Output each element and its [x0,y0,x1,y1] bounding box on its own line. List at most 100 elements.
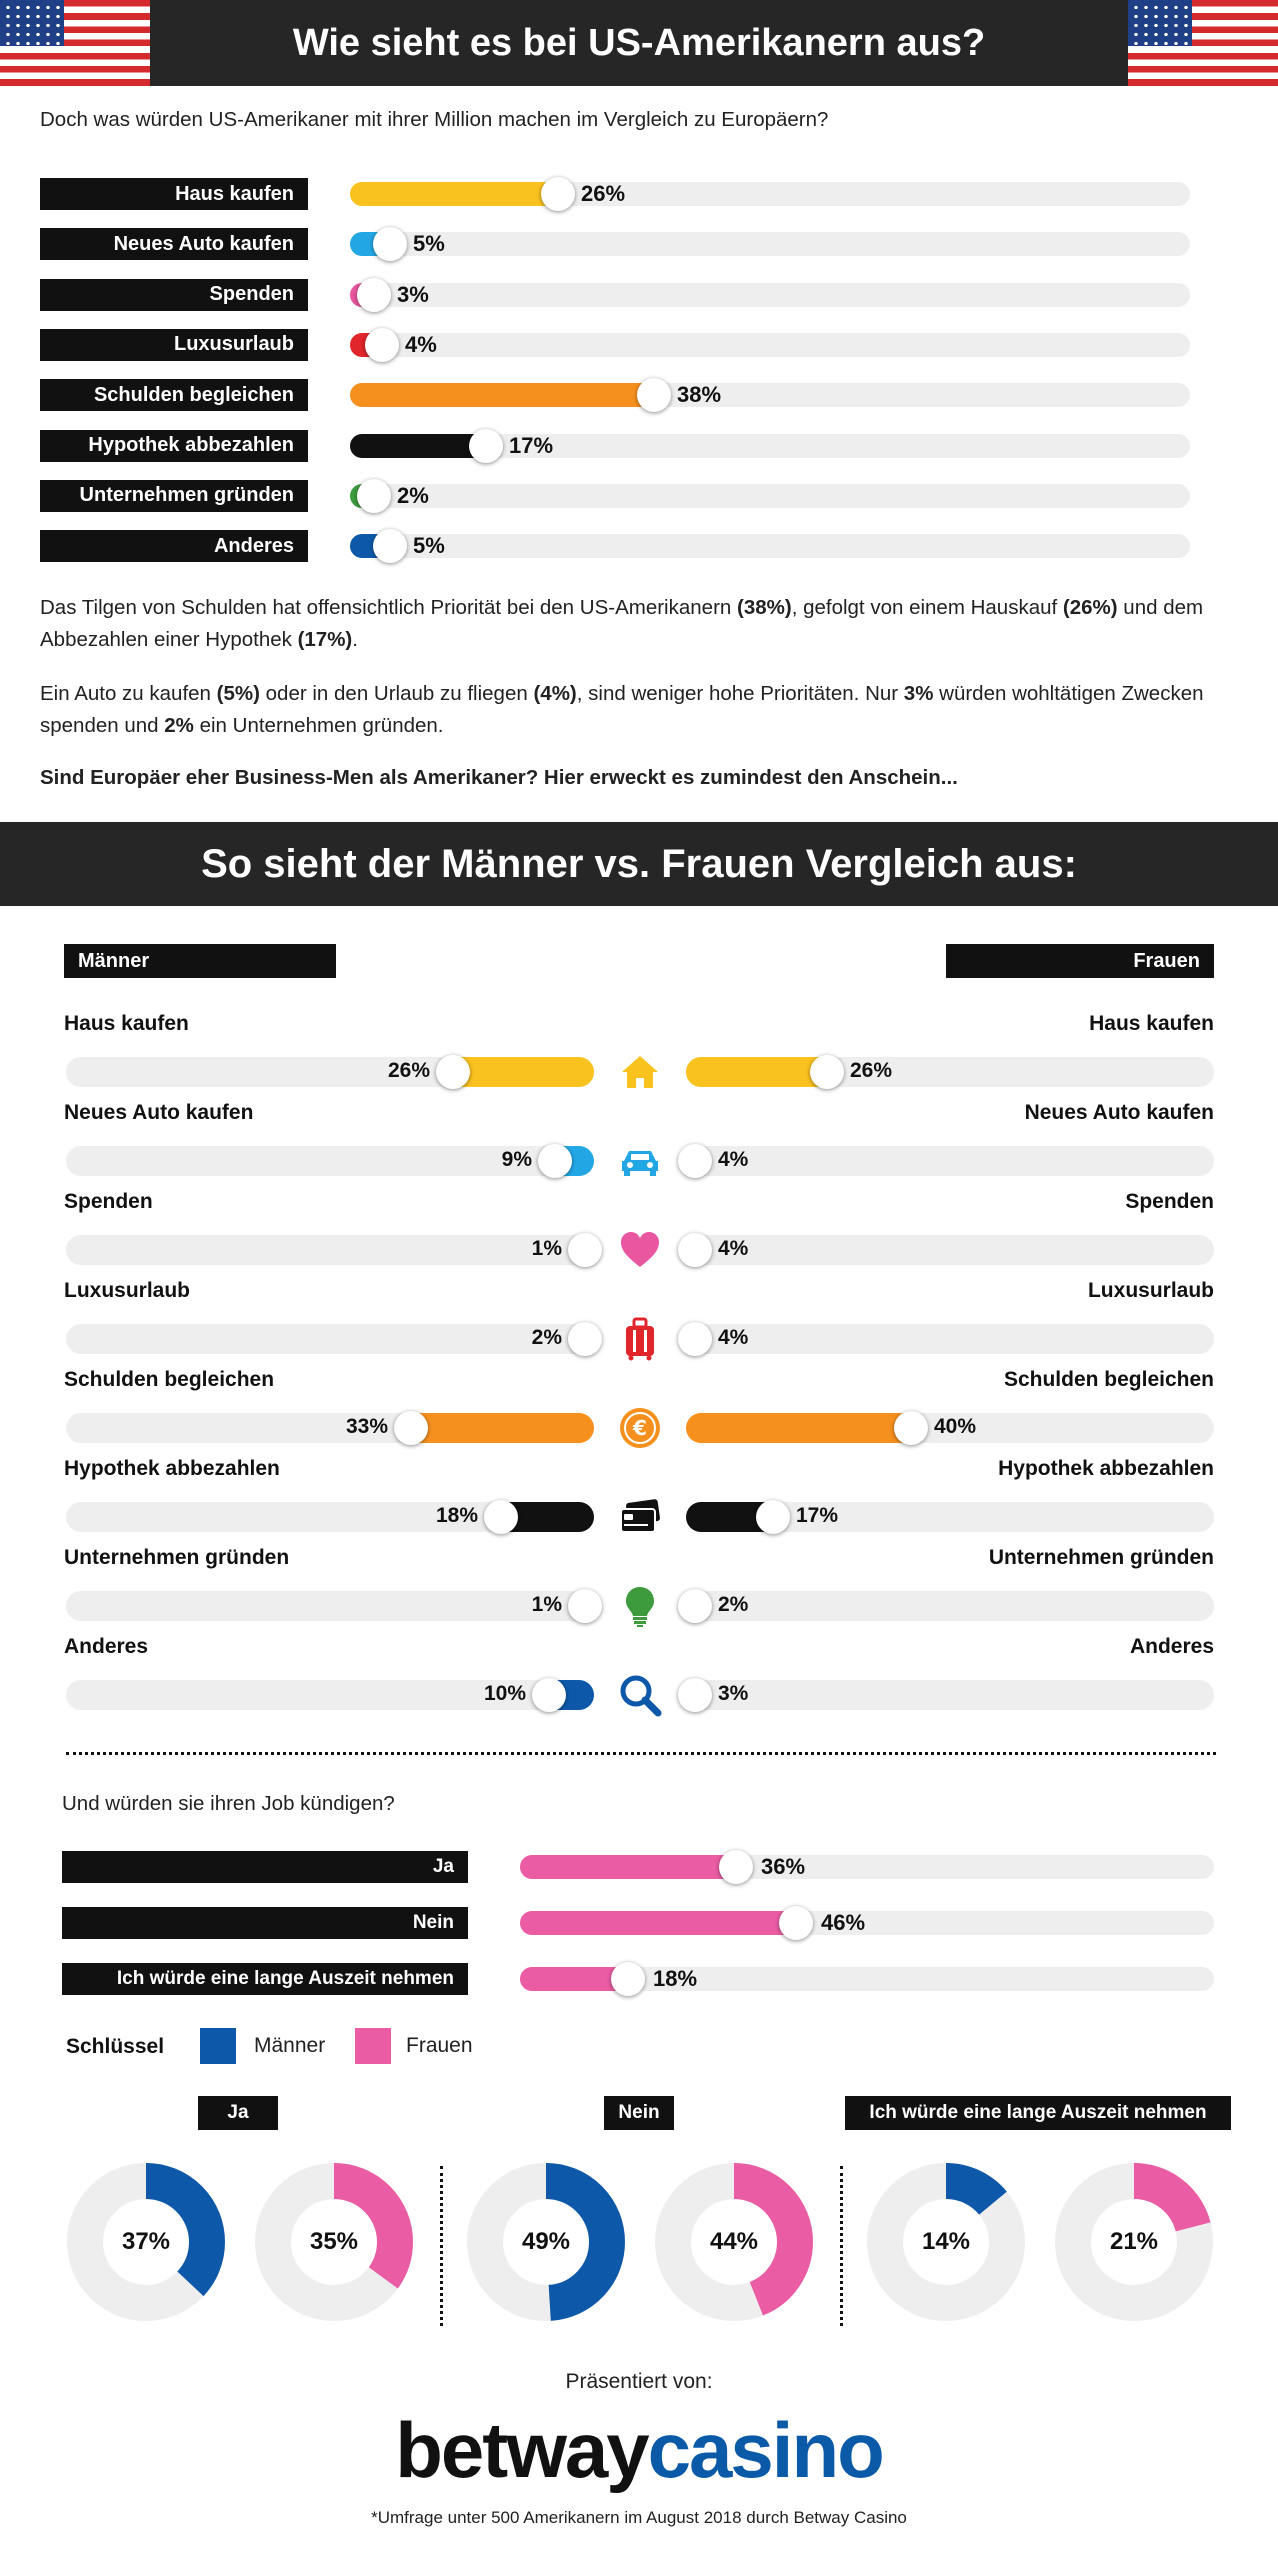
donut-divider [840,2166,843,2326]
us-category-label: Anderes [40,530,308,563]
men-donut [866,2162,1026,2322]
women-bar-track [686,1146,1214,1176]
women-bar-value: 26% [850,1059,893,1082]
donut-group-tag: Nein [604,2096,674,2130]
presented-by: Präsentiert von: [565,2370,713,2393]
gender-category-label-women: Anderes [1129,1635,1214,1658]
us-category-label: Unternehmen gründen [40,479,308,512]
men-donut [466,2162,626,2322]
us-category-label: Spenden [40,278,308,311]
gender-category-label-women: Spenden [1125,1190,1214,1213]
us-bar-track [350,483,1190,508]
us-bar-value: 2% [397,482,429,508]
us-bar [350,383,654,408]
women-bar-value: 4% [718,1237,749,1260]
us-bar-value: 4% [405,331,437,357]
us-bar-value: 26% [581,181,626,206]
men-bar-knob [568,1589,602,1623]
job-bar-value: 46% [821,1910,866,1935]
us-bar-value: 17% [509,432,554,458]
credit-cards-icon [618,1495,662,1539]
job-bar-value: 36% [761,1854,806,1879]
paragraph-question: Sind Europäer eher Business-Men als Amer… [40,766,958,789]
key-women-label: Frauen [406,2034,473,2057]
women-donut-slice [255,2163,413,2321]
men-bar-value: 10% [483,1682,526,1705]
us-bar-value: 38% [677,382,722,408]
us-category-label: Hypothek abbezahlen [40,429,308,462]
men-donut-slice [867,2163,1025,2321]
us-bar-value: 5% [413,533,445,559]
men-bar-value: 18% [435,1504,478,1527]
gender-category-label-men: Neues Auto kaufen [64,1101,254,1124]
job-bar-value: 18% [653,1966,698,1991]
svg-text:€: € [632,1416,647,1440]
women-bar-value: 4% [718,1148,749,1171]
us-bar-knob [637,378,671,413]
men-donut [66,2162,226,2322]
women-bar-knob [810,1055,844,1089]
us-bar-track [350,282,1190,307]
women-bar-value: 17% [796,1504,839,1527]
us-category-label: Haus kaufen [40,178,308,210]
women-bar-value: 2% [718,1593,749,1616]
gender-category-label-men: Spenden [64,1190,153,1213]
men-donut-value: 37% [121,2228,171,2255]
men-bar-track [66,1235,594,1265]
gender-section-title: So sieht der Männer vs. Frauen Vergleich… [0,822,1278,906]
women-bar-knob [678,1678,712,1712]
men-bar-knob [484,1500,518,1534]
magnifier-icon [618,1673,662,1717]
men-bar-knob [568,1233,602,1267]
betway-casino-logo: betwaycasino [395,2406,885,2494]
job-bar-knob [611,1962,645,1996]
men-bar-value: 33% [345,1415,388,1438]
gender-category-label-men: Anderes [64,1635,149,1658]
us-bar-knob [373,529,407,564]
women-donut [254,2162,414,2322]
men-donut-slice [467,2163,625,2321]
job-question: Und würden sie ihren Job kündigen? [62,1792,395,1815]
women-donut [654,2162,814,2322]
women-bar-track [686,1591,1214,1621]
key-title: Schlüssel [66,2035,165,2058]
men-bar-knob [568,1322,602,1356]
men-bar-track [66,1146,594,1176]
women-bar-knob [678,1589,712,1623]
women-bar [686,1413,926,1443]
gender-category-label-men: Schulden begleichen [64,1368,275,1391]
donut-group-tag: Ja [198,2096,278,2130]
us-bar [350,433,486,458]
key-men-swatch [200,2028,236,2064]
women-bar-value: 4% [718,1326,749,1349]
gender-category-label-women: Neues Auto kaufen [1024,1101,1214,1124]
key-men-label: Männer [254,2034,326,2057]
us-bar-knob [357,478,391,513]
job-bar-knob [719,1850,753,1884]
us-flag-right [1128,0,1278,86]
women-bar-knob [678,1144,712,1178]
euro-coin-icon: € [618,1406,662,1450]
men-donut-value: 14% [921,2228,971,2255]
women-donut-value: 21% [1109,2228,1159,2255]
survey-footnote: *Umfrage unter 500 Amerikanern im August… [371,2508,907,2527]
women-donut-slice [655,2163,813,2321]
us-bar-knob [541,177,575,211]
job-bar [520,1911,796,1935]
men-bar-knob [538,1144,572,1178]
us-bar-knob [357,277,391,312]
women-bar-knob [756,1500,790,1534]
women-bar-value: 3% [718,1682,749,1705]
gender-category-label-men: Hypothek abbezahlen [64,1457,280,1480]
house-icon [618,1050,662,1094]
us-bar [350,182,558,206]
women-bar-knob [678,1233,712,1267]
men-bar-value: 1% [531,1237,562,1260]
us-category-label: Luxusurlaub [40,328,308,361]
us-bar-track [350,332,1190,357]
car-icon [618,1139,662,1183]
women-donut [1054,2162,1214,2322]
us-category-label: Schulden begleichen [40,379,308,412]
gender-category-label-men: Luxusurlaub [64,1279,191,1302]
men-bar-track [66,1324,594,1354]
